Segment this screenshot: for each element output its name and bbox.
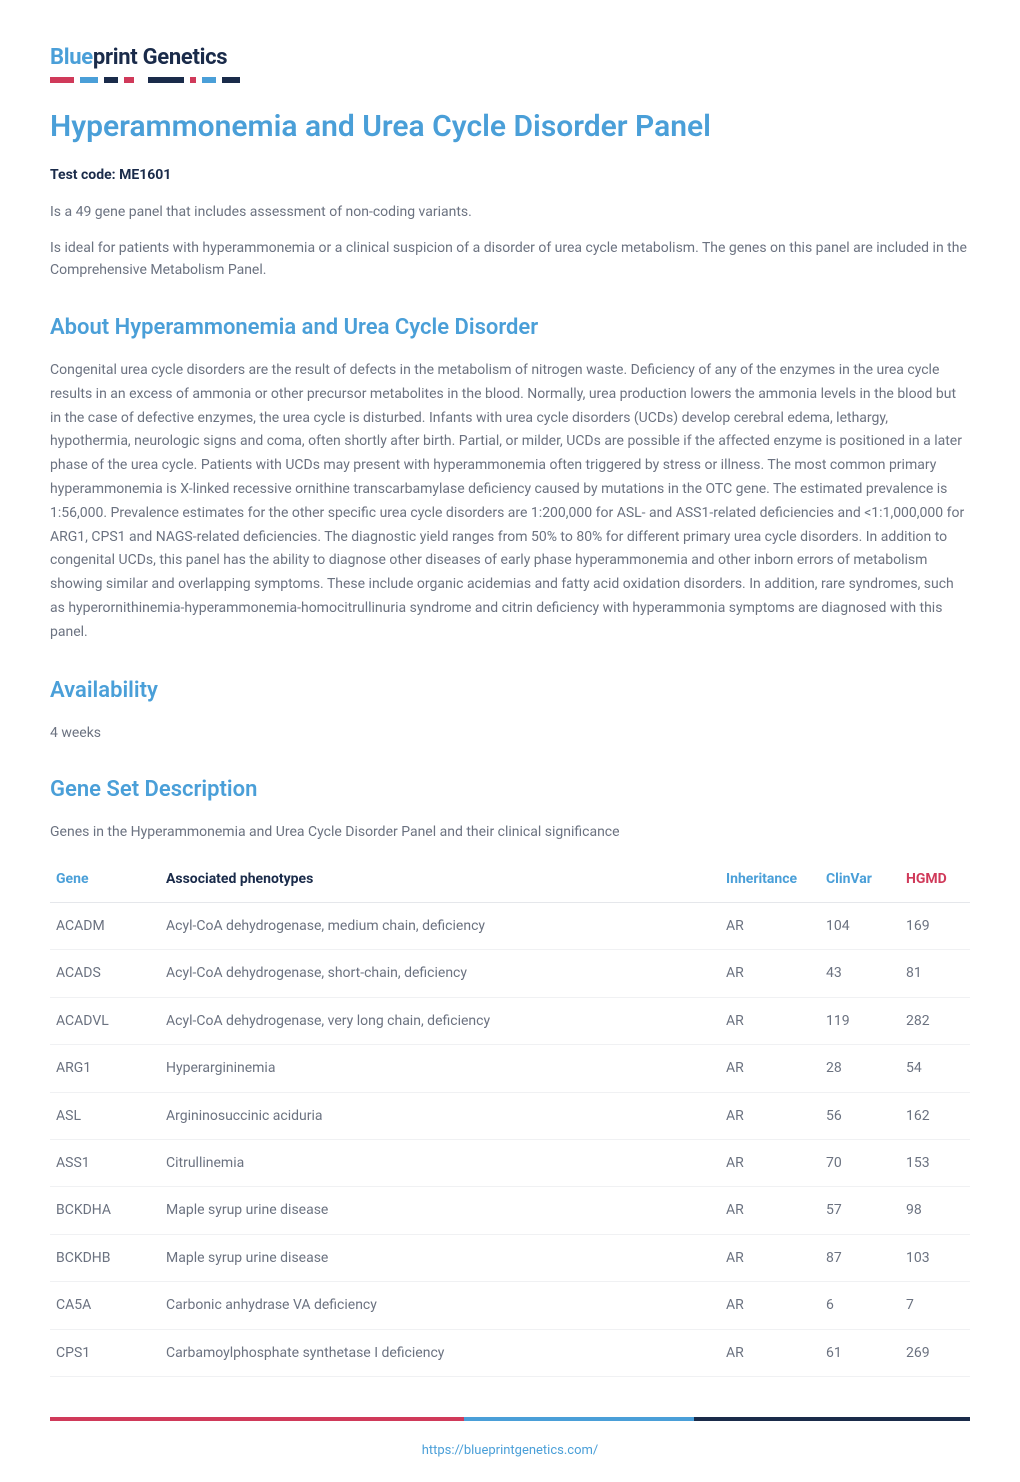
cell-hgmd: 282 [900, 997, 970, 1044]
gene-table: Genes in the Hyperammonemia and Urea Cyc… [50, 821, 970, 1377]
logo-text-rest: print Genetics [93, 45, 227, 70]
cell-clinvar: 6 [820, 1282, 900, 1329]
col-inheritance: Inheritance [720, 856, 820, 903]
cell-clinvar: 43 [820, 950, 900, 997]
cell-inheritance: AR [720, 1045, 820, 1092]
cell-hgmd: 98 [900, 1187, 970, 1234]
brand-logo-bar [50, 77, 250, 83]
table-row: CPS1Carbamoylphosphate synthetase I defi… [50, 1329, 970, 1376]
table-row: ACADSAcyl-CoA dehydrogenase, short-chain… [50, 950, 970, 997]
intro-paragraph-2: Is ideal for patients with hyperammonemi… [50, 237, 970, 282]
table-row: BCKDHBMaple syrup urine diseaseAR87103 [50, 1234, 970, 1281]
cell-gene: ACADVL [50, 997, 160, 1044]
brand-logo: Blueprint Genetics [50, 40, 970, 83]
about-heading: About Hyperammonemia and Urea Cycle Diso… [50, 310, 970, 345]
cell-inheritance: AR [720, 1187, 820, 1234]
cell-clinvar: 56 [820, 1092, 900, 1139]
table-row: ACADMAcyl-CoA dehydrogenase, medium chai… [50, 903, 970, 950]
cell-inheritance: AR [720, 997, 820, 1044]
cell-inheritance: AR [720, 950, 820, 997]
cell-inheritance: AR [720, 1092, 820, 1139]
gene-table-caption: Genes in the Hyperammonemia and Urea Cyc… [50, 821, 970, 847]
footer-divider-bar [50, 1417, 970, 1421]
intro-paragraph-1: Is a 49 gene panel that includes assessm… [50, 201, 970, 223]
table-row: ASS1CitrullinemiaAR70153 [50, 1140, 970, 1187]
cell-clinvar: 61 [820, 1329, 900, 1376]
page-title: Hyperammonemia and Urea Cycle Disorder P… [50, 107, 970, 146]
cell-clinvar: 70 [820, 1140, 900, 1187]
table-row: ACADVLAcyl-CoA dehydrogenase, very long … [50, 997, 970, 1044]
cell-hgmd: 54 [900, 1045, 970, 1092]
col-hgmd: HGMD [900, 856, 970, 903]
logo-text-blue: Blue [50, 45, 93, 70]
cell-inheritance: AR [720, 1140, 820, 1187]
cell-gene: BCKDHB [50, 1234, 160, 1281]
cell-clinvar: 104 [820, 903, 900, 950]
col-gene: Gene [50, 856, 160, 903]
cell-hgmd: 103 [900, 1234, 970, 1281]
col-clinvar: ClinVar [820, 856, 900, 903]
cell-clinvar: 57 [820, 1187, 900, 1234]
cell-phenotypes: Carbamoylphosphate synthetase I deficien… [160, 1329, 720, 1376]
cell-clinvar: 119 [820, 997, 900, 1044]
cell-inheritance: AR [720, 1329, 820, 1376]
footer-url[interactable]: https://blueprintgenetics.com/ [50, 1441, 970, 1462]
cell-phenotypes: Acyl-CoA dehydrogenase, very long chain,… [160, 997, 720, 1044]
cell-inheritance: AR [720, 1282, 820, 1329]
cell-hgmd: 7 [900, 1282, 970, 1329]
cell-gene: ASL [50, 1092, 160, 1139]
cell-phenotypes: Argininosuccinic aciduria [160, 1092, 720, 1139]
cell-gene: ACADM [50, 903, 160, 950]
cell-phenotypes: Acyl-CoA dehydrogenase, short-chain, def… [160, 950, 720, 997]
brand-logo-text: Blueprint Genetics [50, 40, 970, 75]
cell-gene: ASS1 [50, 1140, 160, 1187]
cell-phenotypes: Citrullinemia [160, 1140, 720, 1187]
cell-hgmd: 81 [900, 950, 970, 997]
table-row: BCKDHAMaple syrup urine diseaseAR5798 [50, 1187, 970, 1234]
cell-gene: ACADS [50, 950, 160, 997]
table-row: ARG1HyperargininemiaAR2854 [50, 1045, 970, 1092]
cell-inheritance: AR [720, 903, 820, 950]
availability-value: 4 weeks [50, 722, 970, 744]
cell-clinvar: 87 [820, 1234, 900, 1281]
cell-gene: BCKDHA [50, 1187, 160, 1234]
cell-phenotypes: Hyperargininemia [160, 1045, 720, 1092]
cell-hgmd: 162 [900, 1092, 970, 1139]
table-row: ASLArgininosuccinic aciduriaAR56162 [50, 1092, 970, 1139]
cell-hgmd: 153 [900, 1140, 970, 1187]
table-row: CA5ACarbonic anhydrase VA deficiencyAR67 [50, 1282, 970, 1329]
col-phenotypes: Associated phenotypes [160, 856, 720, 903]
cell-hgmd: 269 [900, 1329, 970, 1376]
cell-phenotypes: Maple syrup urine disease [160, 1234, 720, 1281]
cell-phenotypes: Carbonic anhydrase VA deficiency [160, 1282, 720, 1329]
cell-phenotypes: Maple syrup urine disease [160, 1187, 720, 1234]
availability-heading: Availability [50, 673, 970, 708]
cell-inheritance: AR [720, 1234, 820, 1281]
cell-gene: CPS1 [50, 1329, 160, 1376]
cell-phenotypes: Acyl-CoA dehydrogenase, medium chain, de… [160, 903, 720, 950]
cell-gene: ARG1 [50, 1045, 160, 1092]
cell-hgmd: 169 [900, 903, 970, 950]
cell-clinvar: 28 [820, 1045, 900, 1092]
about-body: Congenital urea cycle disorders are the … [50, 359, 970, 645]
geneset-heading: Gene Set Description [50, 772, 970, 807]
test-code-label: Test code: ME1601 [50, 164, 970, 186]
gene-table-header-row: Gene Associated phenotypes Inheritance C… [50, 856, 970, 903]
cell-gene: CA5A [50, 1282, 160, 1329]
